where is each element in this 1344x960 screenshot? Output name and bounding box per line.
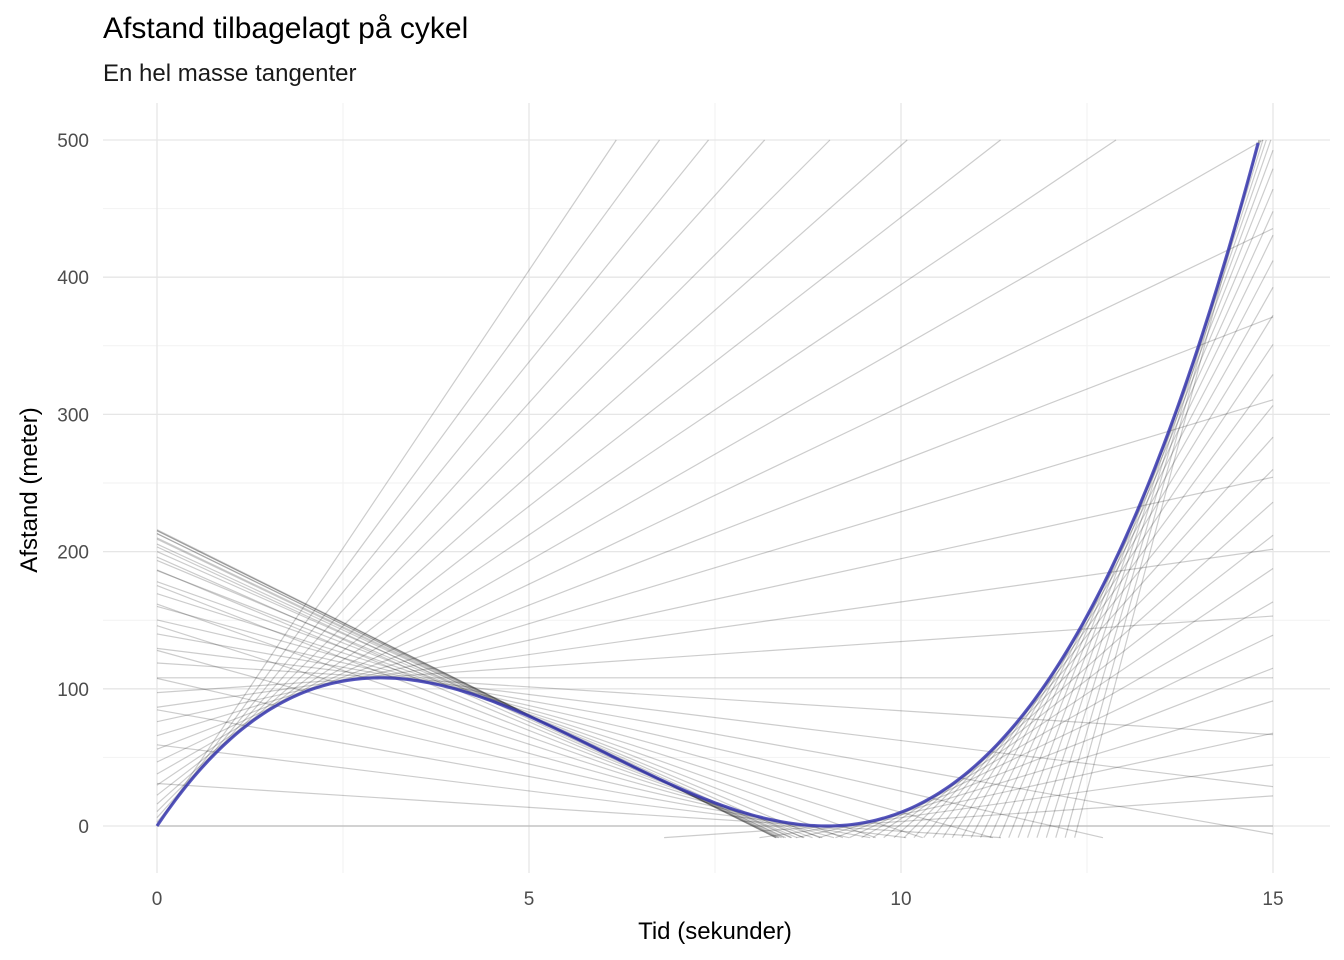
tangent-line	[156, 551, 804, 839]
tangent-line	[893, 501, 1274, 839]
tangent-line	[156, 782, 1002, 839]
x-tick-label: 5	[524, 889, 535, 910]
y-tick-label: 100	[57, 680, 89, 701]
tangent-line	[156, 139, 831, 813]
tangent-line	[156, 647, 1274, 788]
tangent-line	[156, 139, 1001, 796]
tangent-line	[156, 619, 1104, 839]
y-axis-title: Afstand (meter)	[16, 407, 43, 572]
tangent-line	[903, 469, 1274, 839]
tangent-line	[156, 593, 923, 839]
tangent-line	[913, 436, 1274, 839]
tangent-line	[156, 139, 709, 823]
tangent-line	[664, 795, 1274, 839]
tangent-line	[156, 662, 1274, 736]
tangent-line	[961, 287, 1274, 838]
tangent-line	[1026, 139, 1272, 838]
tangent-line	[156, 633, 1274, 835]
tangent-line	[942, 344, 1274, 838]
chart-subtitle: En hel masse tangenter	[103, 60, 357, 87]
tangent-line	[1074, 139, 1260, 838]
tangent-line	[156, 139, 617, 827]
x-tick-label: 0	[152, 889, 163, 910]
y-tick-label: 0	[78, 817, 89, 838]
grid-minor	[103, 103, 1330, 873]
tangent-line	[156, 605, 993, 839]
tangent-line	[932, 374, 1274, 839]
y-tick-label: 300	[57, 405, 89, 426]
tangent-line	[156, 677, 850, 839]
y-axis-ticks: 0 100 200 300 400 500	[57, 131, 89, 838]
tangent-line	[156, 139, 908, 805]
tangent-line	[923, 405, 1274, 839]
tangent-line	[156, 139, 661, 826]
x-axis-ticks: 0 5 10 15	[152, 889, 1284, 910]
x-tick-label: 10	[890, 889, 911, 910]
x-tick-label: 15	[1262, 889, 1283, 910]
tangent-line	[951, 314, 1274, 838]
grid-major	[103, 103, 1330, 873]
distance-curve	[155, 142, 1260, 828]
tangent-line	[156, 228, 1274, 763]
tangent-line	[156, 139, 1264, 775]
tangent-line	[156, 543, 793, 839]
y-tick-label: 400	[57, 268, 89, 289]
x-axis-title: Tid (sekunder)	[638, 918, 792, 945]
tangent-line	[156, 139, 1117, 786]
y-tick-label: 500	[57, 131, 89, 152]
chart-title: Afstand tilbagelagt på cykel	[103, 12, 469, 45]
y-tick-label: 200	[57, 543, 89, 564]
tangent-line	[156, 316, 1274, 750]
tangent-line	[156, 139, 766, 819]
main-curve	[155, 142, 1260, 828]
